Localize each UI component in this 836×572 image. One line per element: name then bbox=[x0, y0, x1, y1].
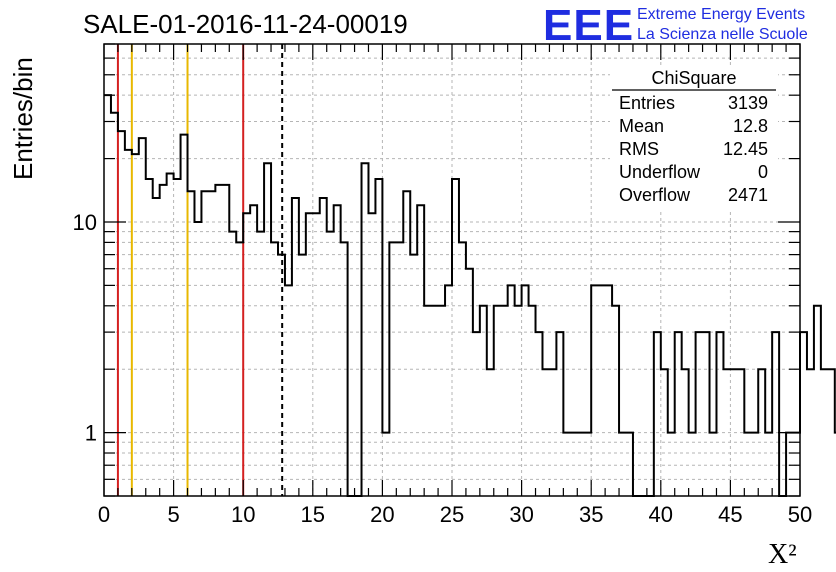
stats-row-label: Underflow bbox=[619, 162, 701, 182]
x-tick-label: 15 bbox=[301, 502, 325, 527]
stats-row-value: 3139 bbox=[728, 93, 768, 113]
x-tick-labels: 0 5 10 15 20 25 30 35 40 45 50 bbox=[98, 502, 812, 527]
stats-row-value: 12.8 bbox=[733, 116, 768, 136]
x-tick-label: 50 bbox=[788, 502, 812, 527]
x-tick-label: 0 bbox=[98, 502, 110, 527]
project-subtitle: La Scienza nelle Scuole bbox=[637, 26, 808, 43]
x-tick-label: 45 bbox=[718, 502, 742, 527]
run-id-title: SALE-01-2016-11-24-00019 bbox=[83, 9, 408, 39]
stats-row-label: RMS bbox=[619, 139, 659, 159]
x-tick-label: 5 bbox=[167, 502, 179, 527]
stats-row-value: 2471 bbox=[728, 185, 768, 205]
eee-logo: EEE Extreme Energy Events La Scienza nel… bbox=[543, 1, 808, 50]
y-axis-title: Entries/bin bbox=[8, 57, 38, 180]
stats-box: ChiSquare Entries 3139 Mean 12.8 RMS 12.45 Und… bbox=[610, 66, 778, 210]
stats-row-label: Overflow bbox=[619, 185, 691, 205]
stats-title: ChiSquare bbox=[651, 68, 736, 88]
histogram-series bbox=[104, 94, 836, 497]
stats-row-label: Mean bbox=[619, 116, 664, 136]
project-name: Extreme Energy Events bbox=[637, 6, 805, 23]
stats-row-value: 12.45 bbox=[723, 139, 768, 159]
stats-row-value: 0 bbox=[758, 162, 768, 182]
x-tick-label: 20 bbox=[370, 502, 394, 527]
reference-lines bbox=[116, 44, 284, 496]
y-tick-label: 10 bbox=[73, 210, 97, 235]
logo-text: EEE bbox=[543, 1, 634, 50]
x-tick-label: 40 bbox=[649, 502, 673, 527]
x-tick-label: 35 bbox=[579, 502, 603, 527]
x-tick-label: 10 bbox=[231, 502, 255, 527]
x-axis-title: X² bbox=[768, 539, 797, 570]
axis-ticks bbox=[103, 43, 801, 497]
x-tick-label: 25 bbox=[440, 502, 464, 527]
histogram-bins bbox=[104, 94, 836, 497]
y-tick-labels: 1 10 bbox=[73, 210, 97, 446]
x-tick-label: 30 bbox=[509, 502, 533, 527]
stats-row-label: Entries bbox=[619, 93, 675, 113]
y-tick-label: 1 bbox=[85, 421, 97, 446]
